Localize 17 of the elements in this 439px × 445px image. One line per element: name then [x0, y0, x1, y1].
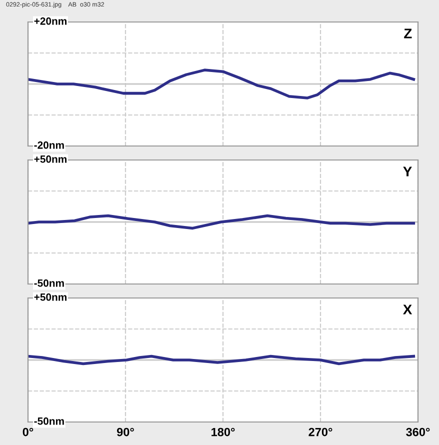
chart-title: X: [403, 304, 412, 314]
y-tick-label: +20nm: [34, 17, 66, 25]
line-series: [28, 214, 416, 230]
y-tick-label: +50nm: [34, 155, 66, 163]
x-tick-label: 270°: [308, 428, 332, 436]
x-tick-label: 360°: [406, 428, 430, 436]
x-tick-label: 90°: [116, 428, 134, 436]
line-series: [28, 68, 416, 100]
chart-title: Z: [404, 28, 412, 38]
x-tick-label: 180°: [212, 428, 235, 436]
y-tick-label: +50nm: [34, 293, 66, 301]
y-tick-label: -50nm: [34, 279, 64, 287]
y-tick-label: -50nm: [34, 417, 64, 425]
y-tick-label: -20nm: [34, 141, 64, 149]
x-tick-label: 0°: [22, 428, 34, 436]
line-series: [28, 354, 416, 366]
chart-title: Y: [403, 166, 412, 176]
